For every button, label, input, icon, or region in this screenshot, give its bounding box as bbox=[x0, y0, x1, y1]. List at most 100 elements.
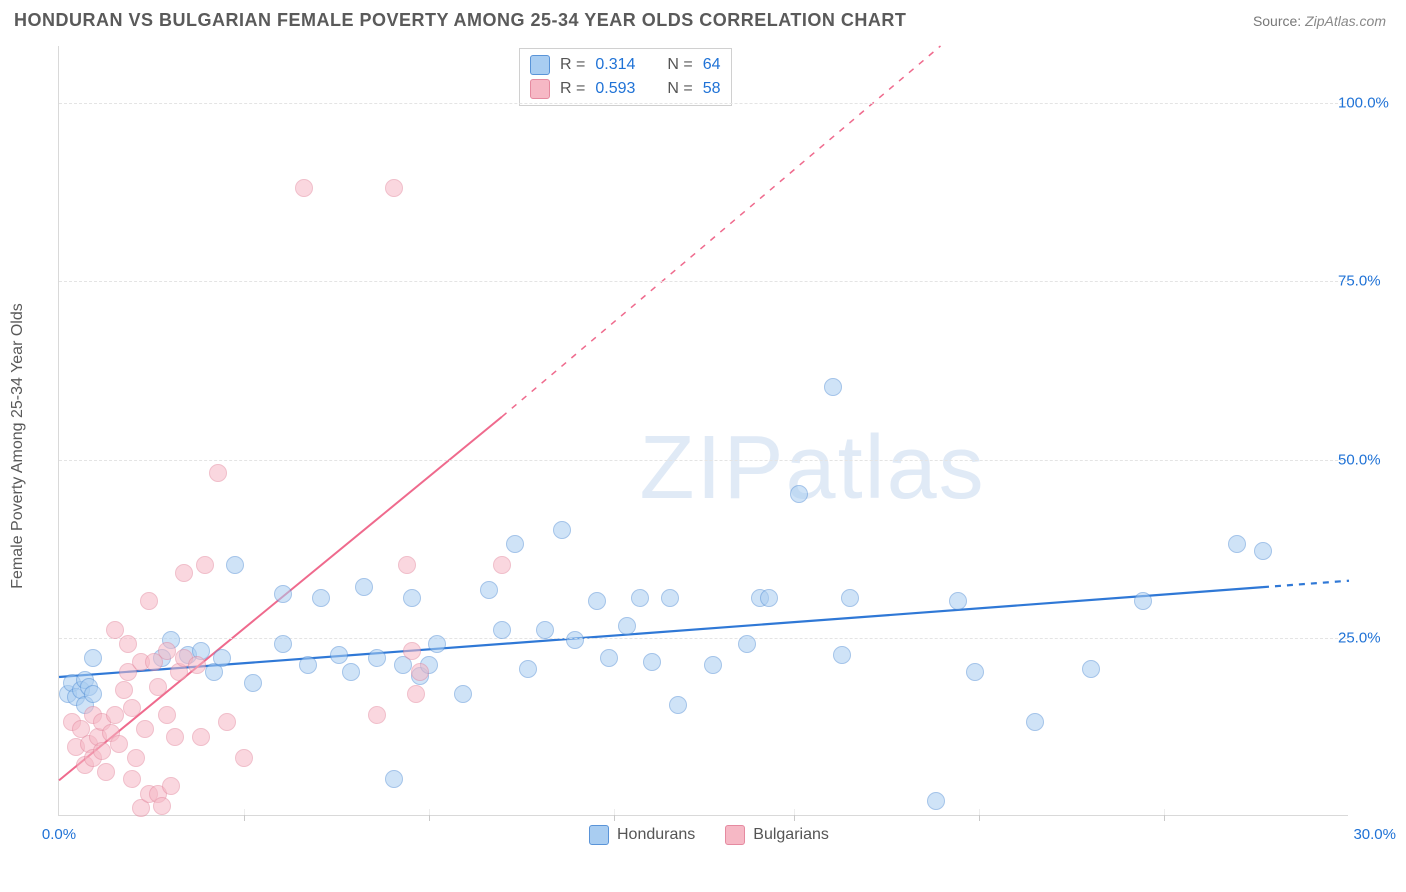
data-point bbox=[175, 564, 193, 582]
data-point bbox=[588, 592, 606, 610]
chart-title: HONDURAN VS BULGARIAN FEMALE POVERTY AMO… bbox=[14, 10, 906, 31]
data-point bbox=[342, 663, 360, 681]
data-point bbox=[927, 792, 945, 810]
data-point bbox=[192, 728, 210, 746]
x-tickmark bbox=[244, 815, 245, 821]
data-point bbox=[493, 621, 511, 639]
data-point bbox=[312, 589, 330, 607]
data-point bbox=[330, 646, 348, 664]
data-point bbox=[166, 728, 184, 746]
data-point bbox=[295, 179, 313, 197]
data-point bbox=[398, 556, 416, 574]
data-point bbox=[403, 589, 421, 607]
data-point bbox=[618, 617, 636, 635]
stats-row: R =0.314N =64 bbox=[530, 53, 721, 77]
data-point bbox=[669, 696, 687, 714]
data-point bbox=[162, 777, 180, 795]
data-point bbox=[1254, 542, 1272, 560]
data-point bbox=[274, 635, 292, 653]
data-point bbox=[1026, 713, 1044, 731]
data-point bbox=[949, 592, 967, 610]
data-point bbox=[1228, 535, 1246, 553]
y-tick-label: 25.0% bbox=[1338, 629, 1398, 646]
data-point bbox=[824, 378, 842, 396]
data-point bbox=[115, 681, 133, 699]
data-point bbox=[136, 720, 154, 738]
data-point bbox=[218, 713, 236, 731]
data-point bbox=[506, 535, 524, 553]
data-point bbox=[355, 578, 373, 596]
source-citation: Source: ZipAtlas.com bbox=[1253, 13, 1386, 29]
data-point bbox=[153, 797, 171, 815]
data-point bbox=[966, 663, 984, 681]
data-point bbox=[704, 656, 722, 674]
data-point bbox=[119, 635, 137, 653]
data-point bbox=[158, 642, 176, 660]
data-point bbox=[385, 770, 403, 788]
data-point bbox=[93, 742, 111, 760]
data-point bbox=[480, 581, 498, 599]
data-point bbox=[1082, 660, 1100, 678]
data-point bbox=[110, 735, 128, 753]
data-point bbox=[84, 685, 102, 703]
data-point bbox=[127, 749, 145, 767]
legend-swatch bbox=[530, 79, 550, 99]
gridline-h bbox=[59, 460, 1348, 461]
x-tickmark bbox=[979, 815, 980, 821]
data-point bbox=[385, 179, 403, 197]
data-point bbox=[188, 656, 206, 674]
legend-label: Hondurans bbox=[617, 826, 695, 844]
data-point bbox=[600, 649, 618, 667]
legend-swatch bbox=[530, 55, 550, 75]
data-point bbox=[274, 585, 292, 603]
data-point bbox=[149, 678, 167, 696]
gridline-h bbox=[59, 103, 1348, 104]
data-point bbox=[536, 621, 554, 639]
data-point bbox=[738, 635, 756, 653]
data-point bbox=[566, 631, 584, 649]
y-axis-label: Female Poverty Among 25-34 Year Olds bbox=[9, 303, 27, 589]
legend-item: Bulgarians bbox=[725, 825, 829, 845]
x-tick-label: 30.0% bbox=[1353, 826, 1396, 843]
regression-line-dashed bbox=[1263, 581, 1349, 587]
data-point bbox=[226, 556, 244, 574]
legend-item: Hondurans bbox=[589, 825, 695, 845]
y-tick-label: 75.0% bbox=[1338, 273, 1398, 290]
data-point bbox=[123, 770, 141, 788]
x-tickmark bbox=[429, 815, 430, 821]
chart-container: Female Poverty Among 25-34 Year Olds ZIP… bbox=[58, 46, 1388, 846]
data-point bbox=[760, 589, 778, 607]
data-point bbox=[661, 589, 679, 607]
data-point bbox=[209, 464, 227, 482]
legend-label: Bulgarians bbox=[753, 826, 829, 844]
legend: Hondurans Bulgarians bbox=[589, 825, 829, 845]
x-tickmark bbox=[794, 815, 795, 821]
data-point bbox=[299, 656, 317, 674]
data-point bbox=[368, 649, 386, 667]
y-tick-label: 100.0% bbox=[1338, 95, 1398, 112]
stats-box: R =0.314N =64R =0.593N =58 bbox=[519, 48, 732, 106]
data-point bbox=[833, 646, 851, 664]
data-point bbox=[368, 706, 386, 724]
scatter-plot: ZIPatlas R =0.314N =64R =0.593N =58 Hond… bbox=[58, 46, 1348, 816]
data-point bbox=[196, 556, 214, 574]
regression-lines bbox=[59, 46, 1349, 816]
data-point bbox=[1134, 592, 1152, 610]
data-point bbox=[403, 642, 421, 660]
data-point bbox=[106, 706, 124, 724]
gridline-h bbox=[59, 638, 1348, 639]
legend-swatch bbox=[725, 825, 745, 845]
data-point bbox=[411, 663, 429, 681]
data-point bbox=[213, 649, 231, 667]
gridline-h bbox=[59, 281, 1348, 282]
stats-row: R =0.593N =58 bbox=[530, 77, 721, 101]
data-point bbox=[841, 589, 859, 607]
data-point bbox=[454, 685, 472, 703]
legend-swatch bbox=[589, 825, 609, 845]
x-tickmark bbox=[1164, 815, 1165, 821]
data-point bbox=[407, 685, 425, 703]
data-point bbox=[428, 635, 446, 653]
data-point bbox=[140, 592, 158, 610]
x-tick-label: 0.0% bbox=[42, 826, 76, 843]
data-point bbox=[493, 556, 511, 574]
